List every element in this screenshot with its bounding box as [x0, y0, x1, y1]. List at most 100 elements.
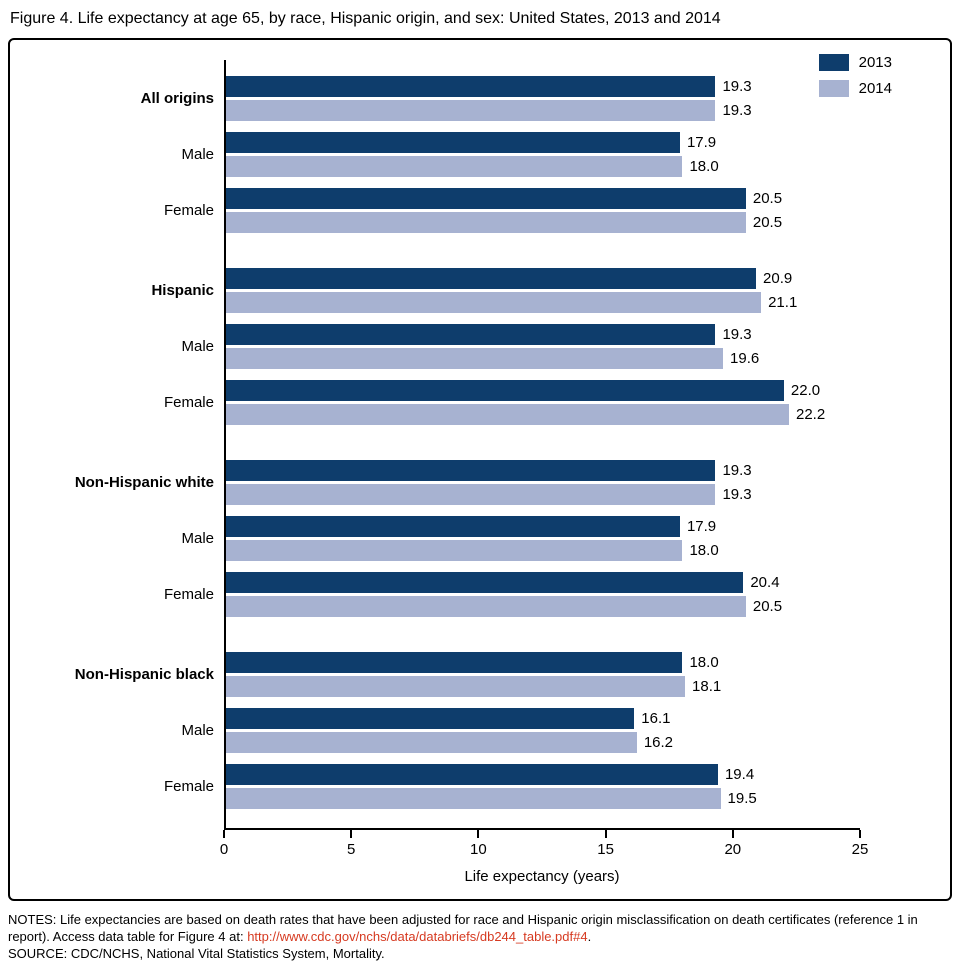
source-line: SOURCE: CDC/NCHS, National Vital Statist…: [8, 946, 385, 962]
bar-2014: [226, 211, 746, 233]
bar-2013: [226, 131, 680, 153]
bar-line: 17.9: [226, 131, 860, 153]
notes-suffix: .: [587, 929, 592, 945]
x-tick-mark: [477, 830, 480, 838]
data-table-link[interactable]: http://www.cdc.gov/nchs/data/databriefs/…: [247, 929, 588, 945]
category-label: Male: [181, 721, 214, 739]
bar-pair: 20.4 20.5: [226, 571, 860, 617]
chart-row: Non-Hispanic white 19.3 19.3: [75, 454, 860, 510]
bar-line: 20.9: [226, 267, 860, 289]
bar-pair: 20.5 20.5: [226, 187, 860, 233]
plot-area: All origins 19.3 19.3 Male 17.9 18.0 Female 20.…: [75, 60, 860, 830]
bar-line: 22.0: [226, 379, 860, 401]
bar-line: 16.1: [226, 707, 860, 729]
chart-row: Female 20.4 20.5: [164, 566, 860, 622]
notes-text: NOTES: Life expectancies are based on de…: [8, 912, 918, 945]
bar-value-label: 17.9: [686, 133, 717, 151]
chart-row: Female 22.0 22.2: [164, 374, 860, 430]
chart-row: Male 17.9 18.0: [181, 126, 860, 182]
bar-line: 19.3: [226, 99, 860, 121]
chart-row: Male 17.9 18.0: [181, 510, 860, 566]
legend-swatch-2014: [818, 80, 849, 97]
bar-pair: 22.0 22.2: [226, 379, 860, 425]
bar-2013: [226, 571, 744, 593]
bar-line: 20.4: [226, 571, 860, 593]
chart-row: Male 19.3 19.6: [181, 318, 860, 374]
bar-value-label: 20.5: [752, 597, 783, 615]
bar-value-label: 19.3: [722, 461, 752, 479]
bar-value-label: 20.9: [763, 269, 793, 287]
category-label: All origins: [140, 89, 214, 107]
legend-swatch-2013: [818, 54, 849, 71]
notes: NOTES: Life expectancies are based on de…: [8, 911, 952, 945]
bar-line: 16.2: [226, 731, 860, 753]
bar-value-label: 18.0: [689, 653, 719, 671]
bar-2014: [226, 483, 716, 505]
x-tick-label: 15: [597, 841, 614, 858]
bar-line: 19.6: [226, 347, 860, 369]
bar-value-label: 19.5: [727, 789, 757, 807]
bar-pair: 17.9 18.0: [226, 131, 860, 177]
category-label: Female: [163, 777, 214, 795]
bar-line: 21.1: [226, 291, 860, 313]
bar-2014: [226, 787, 721, 809]
x-tick-label: 25: [851, 841, 869, 858]
bar-line: 18.0: [226, 539, 860, 561]
bar-pair: 17.9 18.0: [226, 515, 860, 561]
bar-value-label: 20.5: [752, 189, 783, 207]
bar-line: 19.3: [226, 483, 860, 505]
x-tick-mark: [604, 830, 607, 838]
bar-line: 19.3: [226, 323, 860, 345]
bar-line: 18.0: [226, 651, 860, 673]
category-label: Female: [163, 201, 214, 219]
legend-item-2014: 2014: [818, 80, 892, 97]
bar-line: 19.5: [226, 787, 860, 809]
chart-row: Female 20.5 20.5: [164, 182, 860, 238]
bar-2014: [226, 291, 762, 313]
bar-2014: [226, 731, 637, 753]
bar-pair: 19.3 19.6: [226, 323, 860, 369]
bar-line: 17.9: [226, 515, 860, 537]
bar-value-label: 21.1: [768, 293, 798, 311]
x-tick-mark: [731, 830, 734, 838]
bar-2014: [226, 99, 716, 121]
bar-value-label: 22.2: [795, 405, 826, 423]
bar-2013: [226, 763, 718, 785]
bar-2014: [226, 347, 724, 369]
category-label: Female: [163, 393, 214, 411]
bar-value-label: 19.3: [722, 485, 752, 503]
bar-value-label: 20.5: [752, 213, 783, 231]
x-tick-label: 5: [347, 841, 356, 858]
x-tick-mark: [859, 830, 861, 838]
bar-2014: [226, 675, 686, 697]
bar-value-label: 19.4: [724, 765, 755, 783]
bar-line: 20.5: [226, 595, 860, 617]
bar-value-label: 17.9: [686, 517, 717, 535]
bar-pair: 18.0 18.1: [226, 651, 860, 697]
chart-row: All origins 19.3 19.3: [141, 70, 860, 126]
bar-value-label: 22.0: [790, 381, 821, 399]
bar-2013: [226, 323, 716, 345]
legend-label-2014: 2014: [858, 80, 892, 97]
chart-row: Hispanic 20.9 21.1: [151, 262, 860, 318]
bar-value-label: 18.0: [689, 541, 719, 559]
bar-value-label: 16.2: [643, 733, 674, 751]
bar-line: 20.5: [226, 211, 860, 233]
x-tick-mark: [350, 830, 353, 838]
x-tick-label: 20: [724, 841, 742, 858]
chart-row: Non-Hispanic black 18.0 18.1: [75, 646, 860, 702]
x-tick-label: 10: [470, 841, 487, 858]
bar-line: 18.0: [226, 155, 860, 177]
figure-title: Figure 4. Life expectancy at age 65, by …: [10, 10, 721, 27]
bar-line: 18.1: [226, 675, 860, 697]
chart-box: 2013 2014 All origins 19.3 19.3 Male 17.9 18.…: [8, 38, 952, 901]
bar-pair: 16.1 16.2: [226, 707, 860, 753]
bar-2014: [226, 539, 683, 561]
bar-2014: [226, 595, 746, 617]
legend: 2013 2014: [818, 54, 892, 97]
chart-row: Female 19.4 19.5: [164, 758, 860, 814]
bar-pair: 19.3 19.3: [226, 459, 860, 505]
x-axis-label: Life expectancy (years): [464, 868, 620, 885]
category-label: Female: [163, 585, 214, 603]
